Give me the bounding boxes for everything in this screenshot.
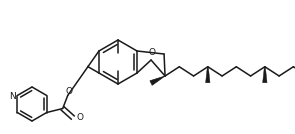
Polygon shape: [150, 76, 165, 85]
Text: O: O: [149, 48, 155, 57]
Text: O: O: [65, 87, 72, 96]
Text: O: O: [77, 113, 84, 122]
Polygon shape: [263, 67, 267, 83]
Polygon shape: [206, 67, 210, 83]
Text: N: N: [9, 92, 16, 101]
